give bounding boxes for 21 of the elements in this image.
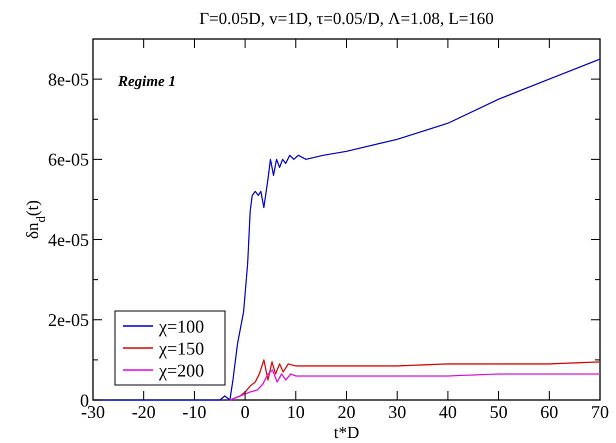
legend-label: χ=100 xyxy=(158,316,204,336)
annotation: Regime 1 xyxy=(117,74,176,90)
y-tick-label: 8e-05 xyxy=(48,69,89,90)
x-tick-label: 20 xyxy=(338,402,356,422)
line-series xyxy=(229,369,600,401)
legend-label: χ=200 xyxy=(158,360,204,380)
y-tick-label: 4e-05 xyxy=(48,230,89,250)
x-tick-label: 70 xyxy=(591,402,609,422)
legend-label: χ=150 xyxy=(158,338,204,358)
x-tick-label: 10 xyxy=(286,402,305,422)
x-tick-label: 40 xyxy=(438,402,457,422)
y-tick-label: 2e-05 xyxy=(48,310,89,330)
x-tick-label: -10 xyxy=(182,402,206,422)
chart-title: Γ=0.05D, v=1D, τ=0.05/D, Λ=1.08, L=160 xyxy=(199,9,494,28)
x-tick-label: 60 xyxy=(540,402,558,422)
x-tick-label: 0 xyxy=(240,402,250,422)
x-tick-label: 50 xyxy=(490,402,508,422)
y-tick-label: 6e-05 xyxy=(48,150,89,170)
x-tick-label: -20 xyxy=(132,402,156,422)
x-tick-label: 30 xyxy=(388,402,406,422)
x-axis-title: t*D xyxy=(334,423,360,442)
